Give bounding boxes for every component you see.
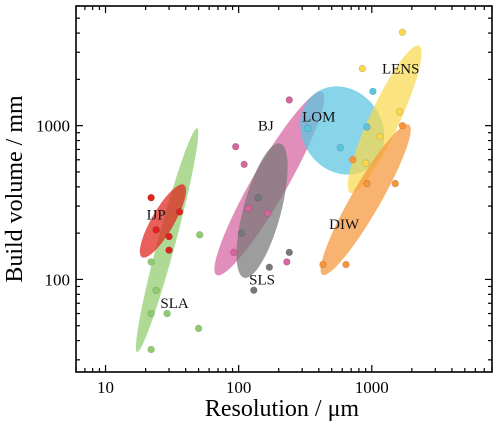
sla-point bbox=[152, 286, 160, 294]
series-labels: SLA IJP BJ SLS LOM LENS DIW bbox=[147, 62, 420, 313]
sls-region bbox=[236, 143, 288, 278]
lom-point bbox=[363, 123, 371, 131]
data-points bbox=[147, 28, 407, 354]
lom-point bbox=[303, 124, 312, 133]
sla-point bbox=[147, 258, 155, 266]
diw-point bbox=[391, 179, 399, 188]
bj-point bbox=[244, 204, 252, 213]
x-tick-label: 10 bbox=[97, 378, 114, 397]
sla-point bbox=[163, 309, 171, 318]
sls-point bbox=[254, 193, 262, 202]
lens-label: LENS bbox=[382, 62, 420, 78]
sla-point bbox=[147, 345, 155, 354]
sls-point bbox=[285, 248, 293, 257]
axis-ticks: 10 100 1000 100 1000 bbox=[36, 5, 493, 397]
sls-point bbox=[237, 229, 246, 237]
sla-label: SLA bbox=[160, 296, 189, 312]
lens-point bbox=[358, 64, 367, 73]
bj-point bbox=[230, 248, 238, 257]
sls-label: SLS bbox=[249, 272, 275, 288]
ijp-region bbox=[139, 184, 187, 258]
bj-point bbox=[283, 258, 291, 266]
x-tick-label: 100 bbox=[226, 378, 252, 397]
lom-point bbox=[336, 143, 344, 152]
diw-point bbox=[342, 260, 350, 269]
x-tick-label: 1000 bbox=[355, 378, 389, 397]
ijp-label: IJP bbox=[147, 207, 166, 223]
diw-point bbox=[363, 179, 371, 188]
sls-point bbox=[265, 263, 274, 271]
sla-point bbox=[147, 309, 155, 318]
bj-point bbox=[263, 209, 272, 217]
bj-label: BJ bbox=[258, 119, 274, 135]
lom-label: LOM bbox=[302, 109, 335, 125]
lens-point bbox=[361, 159, 370, 167]
lens-region bbox=[347, 45, 422, 194]
bj-point bbox=[231, 142, 240, 151]
sls-point bbox=[250, 286, 258, 294]
diw-point bbox=[349, 156, 357, 164]
ijp-point bbox=[147, 193, 155, 202]
lens-point bbox=[395, 108, 404, 116]
bj-point bbox=[285, 96, 293, 104]
lom-point bbox=[369, 87, 377, 96]
lens-point bbox=[398, 28, 407, 36]
ijp-point bbox=[152, 226, 160, 234]
sla-point bbox=[194, 324, 203, 333]
sla-region bbox=[135, 128, 199, 353]
diw-label: DIW bbox=[329, 217, 360, 233]
region-ellipses bbox=[135, 45, 422, 353]
lens-point bbox=[376, 132, 384, 141]
ijp-point bbox=[165, 232, 173, 241]
y-axis-title: Build volume / mm bbox=[2, 95, 28, 283]
ijp-point bbox=[175, 208, 184, 216]
diw-region bbox=[320, 124, 411, 276]
ijp-point bbox=[165, 246, 173, 254]
sla-point bbox=[196, 231, 204, 239]
bj-point bbox=[240, 160, 248, 169]
y-tick-label: 100 bbox=[45, 270, 71, 289]
y-tick-label: 1000 bbox=[36, 117, 70, 136]
x-axis-title: Resolution / μm bbox=[205, 396, 360, 422]
diw-point bbox=[398, 121, 407, 130]
plot-frame bbox=[75, 5, 493, 373]
diw-point bbox=[319, 260, 327, 269]
